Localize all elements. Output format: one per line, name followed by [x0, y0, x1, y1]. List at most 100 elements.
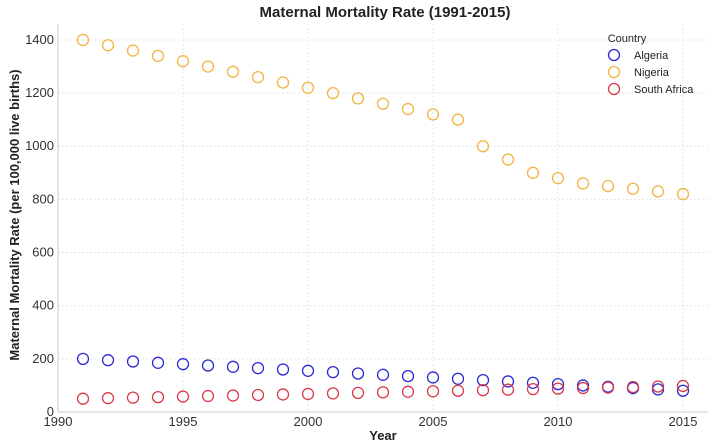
data-point	[151, 49, 165, 63]
legend-marker	[607, 65, 621, 79]
data-point	[526, 376, 540, 389]
data-point	[651, 380, 665, 393]
data-point	[126, 355, 140, 368]
legend-marker	[607, 82, 621, 96]
data-point	[326, 387, 340, 400]
legend-label: Algeria	[634, 50, 669, 62]
data-point	[576, 381, 590, 395]
data-point	[301, 387, 315, 401]
data-point	[201, 359, 215, 372]
data-point	[276, 76, 290, 89]
data-points	[76, 33, 690, 405]
data-point	[301, 81, 315, 94]
x-axis-ticks: 1990 1995 2000 2005 2010 2015	[44, 414, 698, 429]
data-point	[451, 372, 465, 385]
data-point	[551, 382, 565, 395]
y-axis-label: Maternal Mortality Rate (per 100,000 liv…	[7, 69, 22, 360]
data-point	[376, 386, 390, 399]
legend: Country Algeria Nigeria South Africa	[608, 33, 694, 96]
data-point	[276, 388, 290, 401]
legend-label: Nigeria	[634, 67, 670, 79]
y-tick-label: 1200	[25, 85, 54, 100]
data-point	[651, 185, 665, 198]
y-tick-label: 200	[32, 351, 54, 366]
legend-label: South Africa	[634, 84, 694, 96]
data-point	[226, 65, 240, 78]
series-south-africa	[76, 379, 690, 405]
data-point	[251, 388, 265, 402]
data-point	[401, 369, 415, 383]
data-point	[651, 383, 665, 396]
y-tick-label: 1000	[25, 138, 54, 153]
data-point	[151, 356, 165, 369]
data-point	[76, 33, 90, 47]
data-point	[276, 363, 290, 376]
data-point	[226, 389, 240, 402]
data-point	[676, 187, 690, 201]
data-point	[626, 380, 640, 394]
data-point	[176, 358, 190, 371]
data-point	[351, 367, 365, 380]
data-point	[551, 377, 565, 391]
data-point	[626, 182, 640, 195]
data-point	[601, 179, 615, 193]
data-point	[426, 108, 440, 121]
data-point	[376, 97, 390, 110]
series-nigeria	[76, 33, 690, 201]
data-point	[201, 60, 215, 73]
x-tick-label: 2000	[294, 414, 323, 429]
data-point	[101, 354, 115, 367]
data-point	[526, 382, 540, 396]
data-point	[226, 360, 240, 373]
data-point	[501, 153, 515, 166]
data-point	[501, 375, 515, 388]
data-point	[251, 71, 265, 84]
data-point	[476, 373, 490, 387]
series-algeria	[76, 352, 690, 397]
data-point	[351, 92, 365, 105]
data-point	[76, 392, 90, 405]
x-tick-label: 2015	[669, 414, 698, 429]
data-point	[376, 368, 390, 381]
data-point	[476, 140, 490, 153]
x-tick-label: 2005	[419, 414, 448, 429]
data-point	[326, 365, 340, 379]
y-axis-ticks: 0 200 400 600 800 1000 1200 1400	[25, 32, 54, 419]
grid	[57, 24, 708, 413]
data-point	[576, 177, 590, 190]
data-point	[176, 390, 190, 403]
data-point	[676, 384, 690, 397]
data-point	[501, 383, 515, 396]
data-point	[426, 385, 440, 398]
data-point	[101, 39, 115, 52]
data-point	[401, 102, 415, 116]
data-point	[451, 113, 465, 126]
data-point	[526, 166, 540, 179]
y-tick-label: 1400	[25, 32, 54, 47]
chart-title: Maternal Mortality Rate (1991-2015)	[260, 4, 511, 21]
y-tick-label: 800	[32, 191, 54, 206]
x-tick-label: 1990	[44, 414, 73, 429]
legend-title: Country	[608, 33, 647, 45]
data-point	[101, 392, 115, 405]
data-point	[551, 171, 565, 185]
data-point	[76, 352, 90, 365]
data-point	[251, 362, 265, 375]
x-tick-label: 2010	[544, 414, 573, 429]
data-point	[301, 364, 315, 377]
data-point	[476, 384, 490, 397]
legend-marker	[607, 48, 621, 62]
data-point	[151, 390, 165, 404]
data-point	[201, 389, 215, 403]
data-point	[601, 381, 615, 394]
data-point	[351, 386, 365, 400]
y-tick-label: 400	[32, 298, 54, 313]
data-point	[176, 55, 190, 68]
data-point	[401, 385, 415, 398]
data-point	[126, 44, 140, 57]
data-point	[126, 391, 140, 404]
data-point	[426, 371, 440, 384]
y-tick-label: 600	[32, 245, 54, 260]
data-point	[326, 86, 340, 100]
